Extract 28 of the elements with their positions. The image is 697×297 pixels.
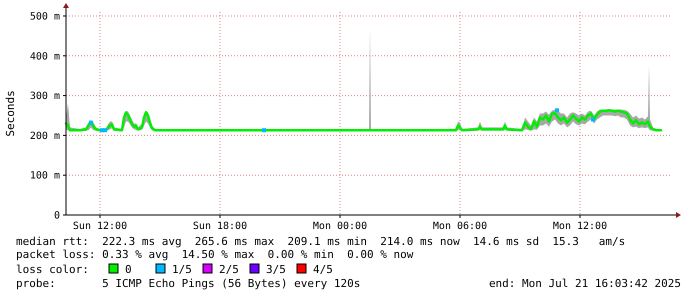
y-axis-title: Seconds	[4, 90, 17, 137]
legend-label: 3/5	[266, 263, 286, 276]
y-tick-label: 400 m	[30, 51, 60, 62]
x-tick-label: Mon 00:00	[312, 221, 368, 232]
x-tick-label: Mon 12:00	[552, 221, 608, 232]
text: probe: 5 ICMP Echo Pings (56 Bytes) every 120s	[16, 277, 360, 290]
legend-title: loss color:	[16, 263, 89, 276]
x-tick-label: Sun 12:00	[72, 221, 128, 232]
y-tick-label: 100 m	[30, 170, 60, 182]
y-tick-label: 500 m	[30, 11, 60, 22]
y-tick-label: 300 m	[30, 91, 60, 102]
text: median rtt: 222.3 ms avg 265.6 ms max 209.1 ms min 214.0 ms now 14.6 ms sd 15.3 am/s	[16, 235, 626, 248]
y-tick-label: 200 m	[30, 130, 60, 142]
legend-label: 0	[125, 263, 132, 276]
y-tick-label: 0	[54, 210, 60, 222]
point	[89, 120, 93, 125]
x-tick-label: Mon 06:00	[432, 221, 488, 232]
text: packet loss: 0.33 % avg 14.50 % max 0.00 % min 0.00 % now	[16, 248, 414, 261]
x-tick-label: Sun 18:00	[192, 221, 248, 232]
point	[262, 128, 266, 132]
legend-label: 1/5	[172, 263, 192, 276]
legend-label: 2/5	[219, 263, 239, 276]
line-series	[64, 109, 662, 132]
text: end: Mon Jul 21 16:03:42 2025	[488, 277, 681, 290]
point	[591, 117, 595, 122]
point	[103, 128, 107, 132]
point	[555, 108, 559, 112]
legend-label: 4/5	[313, 263, 333, 276]
